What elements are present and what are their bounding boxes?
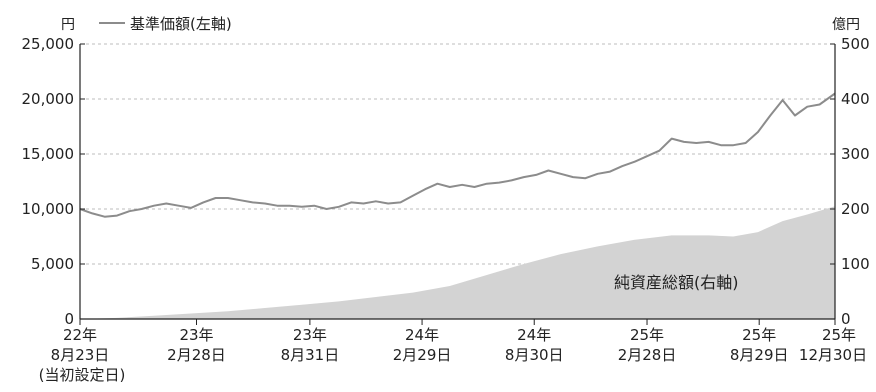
- x-tick-year-0: 22年: [63, 326, 97, 344]
- x-tick-year-6: 25年: [742, 326, 776, 344]
- right-axis-ticks: 0 100 200 300 400 500: [830, 35, 870, 328]
- x-tick-date-5: 2月28日: [618, 346, 677, 364]
- axes: [79, 44, 836, 320]
- x-tick-date-6: 8月29日: [730, 346, 789, 364]
- nav-line-layer: [79, 92, 836, 218]
- left-tick-label-3: 15,000: [22, 145, 75, 163]
- right-tick-label-4: 400: [841, 90, 870, 108]
- x-tick-date-7: 12月30日: [799, 346, 867, 364]
- x-tick-year-4: 24年: [517, 326, 551, 344]
- net-assets-area-layer: [80, 206, 835, 319]
- right-tick-label-0: 0: [841, 310, 851, 328]
- left-axis-ticks: 0 5,000 10,000 15,000 20,000 25,000: [22, 35, 85, 328]
- right-tick-label-3: 300: [841, 145, 870, 163]
- right-tick-label-1: 100: [841, 255, 870, 273]
- net-assets-label: 純資産総額(右軸): [614, 273, 739, 292]
- nav-line: [79, 92, 836, 218]
- x-tick-year-2: 23年: [293, 326, 327, 344]
- x-tick-year-5: 25年: [630, 326, 664, 344]
- x-tick-date-3: 2月29日: [393, 346, 452, 364]
- right-tick-label-5: 500: [841, 35, 870, 53]
- x-tick-note-0: (当初設定日): [39, 366, 126, 384]
- x-tick-date-2: 8月31日: [281, 346, 340, 364]
- x-tick-date-4: 8月30日: [505, 346, 564, 364]
- x-tick-year-7: 25年: [822, 326, 856, 344]
- legend-label: 基準価額(左軸): [130, 15, 232, 33]
- x-tick-date-1: 2月28日: [167, 346, 226, 364]
- grid-lines: [80, 43, 835, 265]
- left-tick-label-4: 20,000: [22, 90, 75, 108]
- left-tick-label-0: 0: [64, 310, 74, 328]
- left-tick-label-5: 25,000: [22, 35, 75, 53]
- x-tick-year-1: 23年: [179, 326, 213, 344]
- left-tick-label-1: 5,000: [31, 255, 74, 273]
- right-axis-unit: 億円: [832, 17, 860, 33]
- net-assets-area: [80, 206, 835, 319]
- left-tick-label-2: 10,000: [22, 200, 75, 218]
- left-axis-unit: 円: [61, 17, 75, 33]
- x-axis-ticks: 22年 8月23日 (当初設定日) 23年 2月28日 23年 8月31日 24年 2月29日 2…: [39, 319, 867, 384]
- x-tick-date-0: 8月23日: [51, 346, 110, 364]
- right-tick-label-2: 200: [841, 200, 870, 218]
- x-tick-year-3: 24年: [405, 326, 439, 344]
